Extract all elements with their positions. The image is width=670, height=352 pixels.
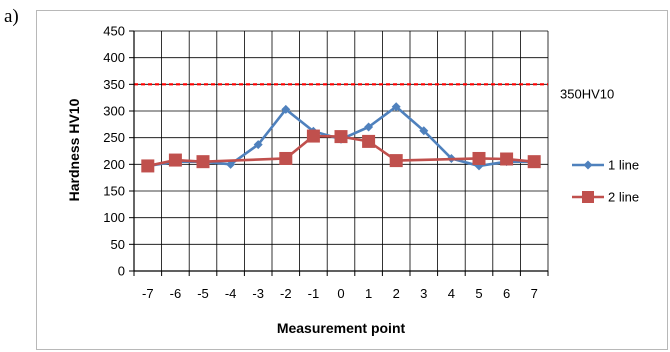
legend-item-1: 1 line xyxy=(572,158,639,173)
reference-layer: 350HV10 xyxy=(134,83,614,101)
x-tick-label: 6 xyxy=(503,286,510,301)
x-tick-label: 3 xyxy=(420,286,427,301)
x-axis-title: Measurement point xyxy=(277,320,406,336)
legend: 1 line 2 line xyxy=(572,158,639,205)
data-point-square xyxy=(279,151,293,165)
x-tick-label: 5 xyxy=(475,286,482,301)
data-point-square xyxy=(389,154,403,168)
y-tick-label: 100 xyxy=(103,210,125,225)
legend-label: 1 line xyxy=(608,158,639,173)
data-point-square xyxy=(306,129,320,143)
reference-line-label: 350HV10 xyxy=(560,86,614,101)
data-point-square xyxy=(500,152,514,166)
x-tick-label: -2 xyxy=(280,286,292,301)
x-tick-label: -5 xyxy=(197,286,209,301)
y-tick-label: 450 xyxy=(103,24,125,39)
series-2 xyxy=(141,129,541,173)
y-tick-label: 150 xyxy=(103,184,125,199)
x-tick-label: 2 xyxy=(393,286,400,301)
grid-layer xyxy=(134,30,549,271)
data-point-square xyxy=(141,159,155,173)
x-tick-label: -7 xyxy=(142,286,154,301)
x-tick-label: -6 xyxy=(170,286,182,301)
x-tick-label: 4 xyxy=(448,286,455,301)
data-point-diamond xyxy=(226,159,236,169)
x-tick-label: 7 xyxy=(531,286,538,301)
data-point-square xyxy=(196,155,210,169)
x-tick-label: -4 xyxy=(225,286,237,301)
legend-swatch-marker xyxy=(582,191,594,203)
legend-item-2: 2 line xyxy=(572,190,639,205)
data-point-square xyxy=(334,130,348,144)
data-point-square xyxy=(527,155,541,169)
y-tick-label: 200 xyxy=(103,157,125,172)
chart-frame xyxy=(36,10,668,350)
data-point-square xyxy=(168,153,182,167)
data-point-diamond xyxy=(419,126,429,136)
panel-label: a) xyxy=(4,6,19,27)
legend-swatch-marker xyxy=(583,160,593,170)
y-tick-label: 400 xyxy=(103,50,125,65)
x-tick-label: -1 xyxy=(308,286,320,301)
y-tick-label: 350 xyxy=(103,77,125,92)
x-tick-label: 1 xyxy=(365,286,372,301)
data-point-diamond xyxy=(253,140,263,150)
x-tick-label: 0 xyxy=(337,286,344,301)
series-layer xyxy=(141,102,541,173)
data-point-square xyxy=(362,134,376,148)
legend-label: 2 line xyxy=(608,190,639,205)
y-tick-label: 250 xyxy=(103,130,125,145)
data-point-diamond xyxy=(391,102,401,112)
y-tick-label: 50 xyxy=(111,237,125,252)
data-point-diamond xyxy=(281,104,291,114)
data-point-square xyxy=(472,151,486,165)
y-tick-label: 300 xyxy=(103,104,125,119)
data-point-diamond xyxy=(364,122,374,132)
y-tick-label: 0 xyxy=(118,264,125,279)
y-axis-title: Hardness HV10 xyxy=(66,98,82,201)
x-tick-label: -3 xyxy=(252,286,264,301)
